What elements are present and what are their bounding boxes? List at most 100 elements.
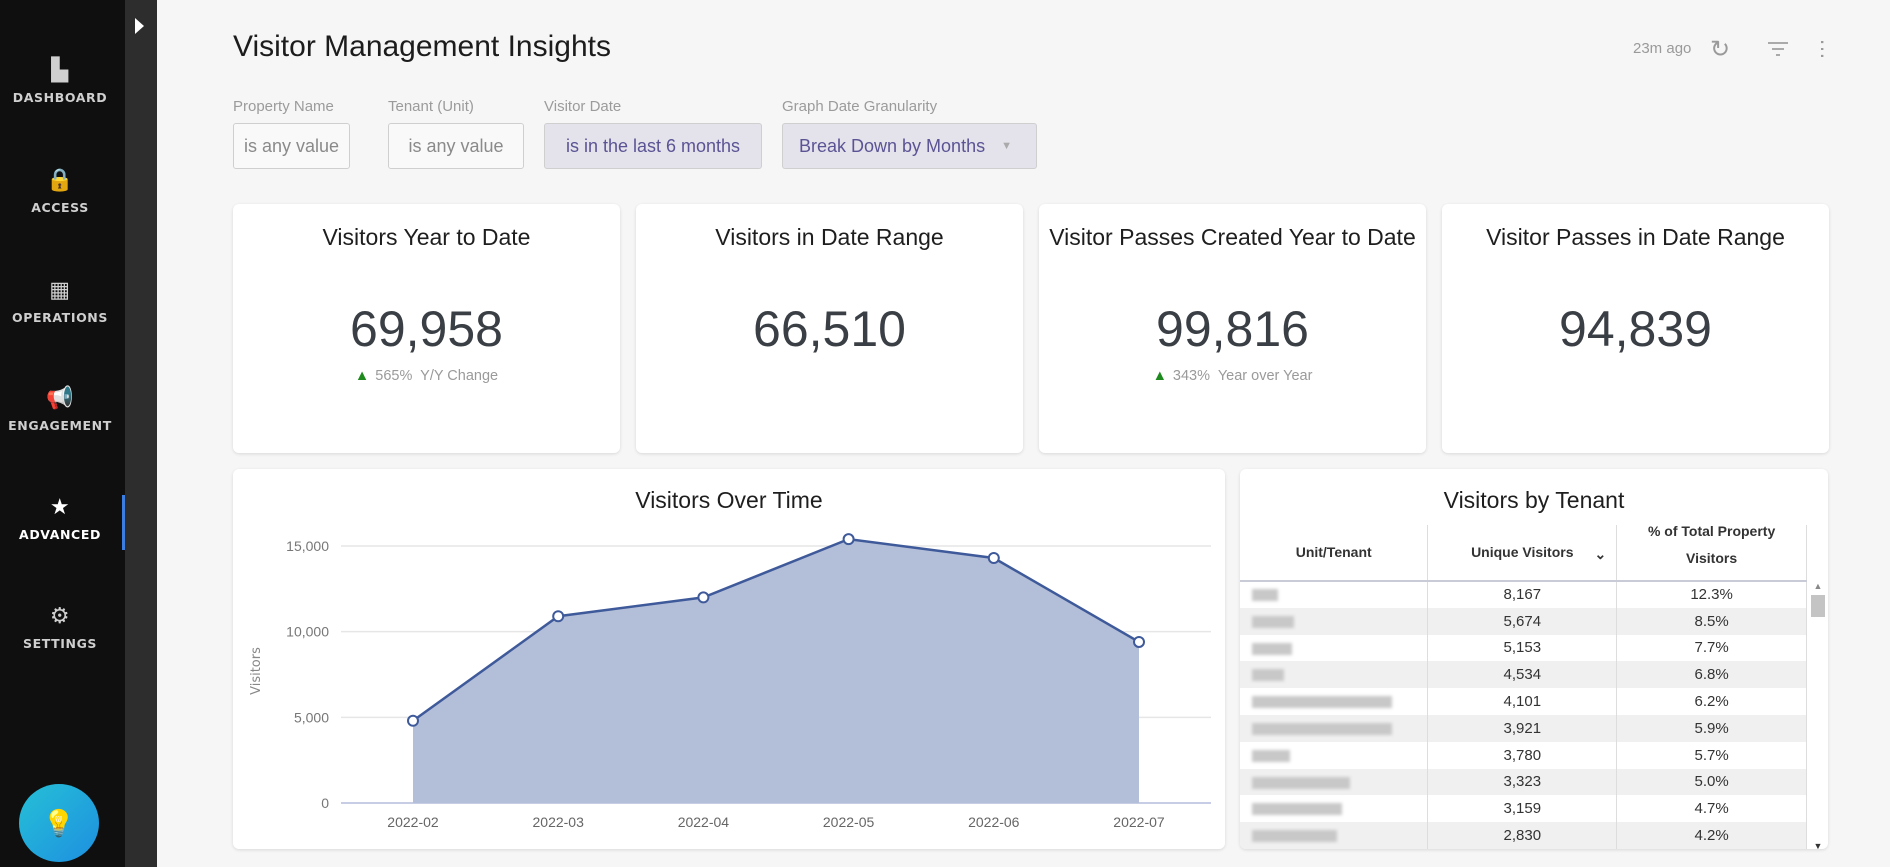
x-tick-label: 2022-03	[533, 814, 585, 830]
col-unit-tenant[interactable]: Unit/Tenant	[1240, 525, 1428, 582]
percent-cell: 4.2%	[1616, 822, 1807, 849]
percent-cell: 8.5%	[1616, 607, 1807, 635]
x-tick-label: 2022-06	[968, 814, 1020, 830]
redacted-tenant-name	[1252, 696, 1392, 709]
filter-tenant-unit[interactable]: is any value	[388, 123, 524, 169]
y-tick-label: 0	[321, 795, 329, 811]
sidebar-item-dashboard[interactable]: ▙ DASHBOARD	[0, 58, 120, 105]
up-arrow-icon: ▲	[354, 368, 370, 384]
x-tick-label: 2022-05	[823, 814, 875, 830]
star-icon: ★	[49, 495, 71, 520]
kpi-change-value: 565%	[375, 368, 413, 384]
kpi-card: Visitor Passes in Date Range 94,839	[1442, 204, 1829, 453]
scroll-thumb[interactable]	[1811, 595, 1825, 617]
area-fill	[413, 539, 1139, 803]
unique-visitors-cell: 3,780	[1427, 741, 1618, 769]
sidebar-expand-strip[interactable]	[125, 0, 157, 867]
percent-cell: 5.0%	[1616, 768, 1807, 796]
col-unique-visitors[interactable]: Unique Visitors ⌄	[1427, 525, 1617, 582]
table-row[interactable]: 4,101 6.2%	[1240, 688, 1807, 715]
building-icon: ▦	[49, 278, 71, 303]
percent-cell: 5.9%	[1616, 714, 1807, 742]
table-row[interactable]: 3,921 5.9%	[1240, 714, 1807, 742]
sidebar-item-label: ADVANCED	[19, 527, 101, 542]
percent-cell: 5.7%	[1616, 741, 1807, 769]
filter-value: Break Down by Months	[799, 135, 986, 156]
redacted-tenant-name	[1252, 669, 1284, 682]
data-point[interactable]	[697, 591, 710, 604]
sidebar-item-settings[interactable]: ⚙ SETTINGS	[0, 604, 120, 651]
sidebar-item-label: ACCESS	[31, 200, 89, 215]
filter-property-name[interactable]: is any value	[233, 123, 350, 169]
filter-value: is any value	[243, 135, 340, 156]
filter-value: is in the last 6 months	[565, 135, 741, 156]
unique-visitors-cell: 5,153	[1427, 634, 1618, 662]
scroll-up-icon[interactable]: ▲	[1813, 581, 1823, 591]
table-row[interactable]: 3,780 5.7%	[1240, 741, 1807, 769]
redacted-tenant-name	[1252, 749, 1290, 762]
tenant-table: Unit/Tenant Unique Visitors ⌄ % of Total …	[1240, 525, 1807, 849]
scroll-down-icon[interactable]: ▼	[1813, 841, 1823, 849]
sidebar-item-label: DASHBOARD	[12, 90, 108, 105]
unique-visitors-cell: 3,921	[1427, 714, 1618, 742]
filter-icon[interactable]	[1768, 42, 1788, 56]
gear-icon: ⚙	[49, 604, 71, 629]
sidebar-item-access[interactable]: 🔒 ACCESS	[0, 168, 120, 215]
sidebar-item-label: ENGAGEMENT	[8, 418, 112, 433]
table-scrollbar[interactable]: ▲ ▼	[1808, 581, 1828, 849]
filter-label-visitor-date: Visitor Date	[544, 98, 622, 115]
redacted-tenant-name	[1252, 803, 1342, 816]
x-tick-label: 2022-04	[678, 814, 730, 830]
sort-chevron-icon[interactable]: ⌄	[1594, 546, 1607, 562]
filter-value: is any value	[408, 135, 504, 156]
redacted-tenant-name	[1252, 589, 1278, 602]
sidebar-item-operations[interactable]: ▦ OPERATIONS	[0, 278, 120, 325]
table-row[interactable]: 5,674 8.5%	[1240, 607, 1807, 635]
unique-visitors-cell: 8,167	[1427, 581, 1618, 608]
table-row[interactable]: 8,167 12.3%	[1240, 581, 1807, 608]
unique-visitors-cell: 5,674	[1427, 607, 1618, 635]
visitors-chart: 0 5,000 10,000 15,000 2022-02 2022-03 2022-04 2…	[249, 533, 1211, 830]
x-tick-label: 2022-02	[387, 814, 439, 830]
chart-title: Visitors Over Time	[635, 487, 823, 513]
table-row[interactable]: 3,159 4.7%	[1240, 795, 1807, 823]
table-row[interactable]: 5,153 7.7%	[1240, 634, 1807, 662]
kpi-value: 94,839	[1559, 301, 1712, 357]
col-percent-total[interactable]: % of Total Property Visitors	[1616, 525, 1807, 582]
kpi-card: Visitor Passes Created Year to Date 99,8…	[1039, 204, 1426, 453]
kpi-change-label: Y/Y Change	[420, 368, 499, 384]
refresh-icon[interactable]: ↻	[1710, 36, 1731, 63]
filter-label-tenant-unit: Tenant (Unit)	[388, 98, 474, 115]
sidebar-item-engagement[interactable]: 📢 ENGAGEMENT	[0, 386, 120, 433]
filter-graph-date-granularity[interactable]: Break Down by Months ▼	[782, 123, 1037, 169]
unique-visitors-cell: 3,323	[1427, 768, 1618, 796]
unique-visitors-cell: 3,159	[1427, 795, 1618, 823]
percent-cell: 12.3%	[1616, 581, 1807, 608]
more-options-icon[interactable]: …	[1816, 38, 1841, 60]
table-row[interactable]: 4,534 6.8%	[1240, 661, 1807, 689]
lightbulb-icon: 💡	[42, 808, 76, 838]
unique-visitors-cell: 4,101	[1427, 688, 1618, 715]
sidebar: ▙ DASHBOARD 🔒 ACCESS ▦ OPERATIONS 📢 ENGAGEMENT ★…	[0, 0, 125, 867]
kpi-value: 99,816	[1156, 301, 1309, 357]
percent-cell: 6.8%	[1616, 661, 1807, 689]
data-point[interactable]	[407, 714, 419, 727]
page-title: Visitor Management Insights	[233, 30, 611, 63]
data-point[interactable]	[552, 610, 565, 623]
data-point[interactable]	[987, 551, 1000, 564]
dashboard-icon: ▙	[51, 58, 69, 83]
table-title: Visitors by Tenant	[1443, 487, 1625, 513]
filter-visitor-date[interactable]: is in the last 6 months	[544, 123, 762, 169]
unique-visitors-cell: 4,534	[1427, 661, 1618, 689]
data-point[interactable]	[1133, 635, 1145, 648]
table-row[interactable]: 3,323 5.0%	[1240, 768, 1807, 796]
sidebar-item-advanced[interactable]: ★ ADVANCED	[0, 495, 120, 542]
expand-arrow-icon[interactable]	[135, 18, 144, 34]
x-tick-label: 2022-07	[1113, 814, 1165, 830]
table-row[interactable]: 2,830 4.2%	[1240, 822, 1807, 849]
data-point[interactable]	[842, 533, 855, 546]
percent-cell: 6.2%	[1616, 688, 1807, 715]
kpi-change: ▲ 565% Y/Y Change	[233, 368, 620, 384]
help-button[interactable]: 💡	[19, 784, 99, 862]
kpi-change: ▲ 343% Year over Year	[1039, 368, 1426, 384]
